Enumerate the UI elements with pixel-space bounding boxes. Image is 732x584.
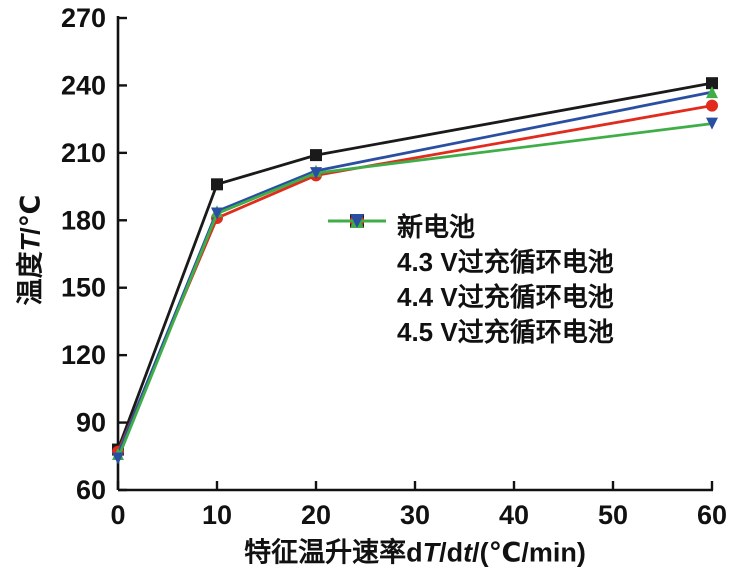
legend-marker-triangle-down-icon <box>326 214 388 343</box>
data-point-marker <box>706 86 718 99</box>
y-tick-label: 240 <box>61 70 106 100</box>
y-tick-label: 270 <box>61 3 106 33</box>
series-line <box>116 122 713 460</box>
x-tick-label: 30 <box>400 500 430 530</box>
data-point-marker <box>211 178 223 191</box>
legend-marker-triangle-up-icon <box>326 214 388 308</box>
x-tick-label: 10 <box>202 500 232 530</box>
legend-item: 4.3 V过充循环电池 <box>326 214 614 277</box>
y-tick-label: 60 <box>76 475 106 505</box>
axis-title-part: T <box>422 537 440 568</box>
legend-label: 4.3 V过充循环电池 <box>397 246 614 277</box>
data-point-marker <box>112 452 124 465</box>
y-tick-label: 180 <box>61 205 106 235</box>
axis-title-part: /d <box>439 537 464 568</box>
data-point-marker <box>211 207 223 220</box>
y-tick-label: 120 <box>61 340 106 370</box>
legend-label: 4.4 V过充循环电池 <box>397 281 614 312</box>
legend-marker-shape <box>350 214 364 228</box>
legend-item: 4.5 V过充循环电池 <box>326 214 614 347</box>
axis-title-part: /℃ <box>15 194 46 235</box>
legend-item: 4.4 V过充循环电池 <box>326 214 614 312</box>
y-tick-label: 90 <box>76 408 106 438</box>
data-point-marker <box>706 99 718 112</box>
x-tick-label: 60 <box>697 500 727 530</box>
data-point-marker <box>706 117 718 130</box>
axis-title-part: /(℃/min) <box>472 537 586 568</box>
legend-marker-circle-icon <box>326 214 388 273</box>
legend-swatch <box>328 214 386 228</box>
chart-legend: 新电池 4.3 V过充循环电池 4.4 V过充循环电池 4.5 V过充循环电池 <box>326 208 614 347</box>
x-tick-label: 0 <box>110 500 125 530</box>
series-line <box>116 81 713 451</box>
legend-label: 4.5 V过充循环电池 <box>397 316 614 347</box>
x-tick-label: 20 <box>301 500 331 530</box>
x-tick-label: 50 <box>598 500 628 530</box>
data-point-marker <box>310 167 322 180</box>
axis-title-part: 特征温升速率d <box>244 537 423 568</box>
y-axis-title: 温度T/℃ <box>9 195 48 306</box>
x-tick-label: 40 <box>499 500 529 530</box>
axis-title-part: 温度 <box>15 251 46 306</box>
y-tick-label: 210 <box>61 138 106 168</box>
data-point-marker <box>310 149 322 162</box>
data-point-marker <box>706 77 718 90</box>
axis-title-part: T <box>15 234 46 252</box>
x-axis-title: 特征温升速率dT/dt/(℃/min) <box>244 531 586 570</box>
y-tick-label: 150 <box>61 273 106 303</box>
axis-title-part: t <box>463 537 473 568</box>
legend-label: 新电池 <box>397 211 476 242</box>
